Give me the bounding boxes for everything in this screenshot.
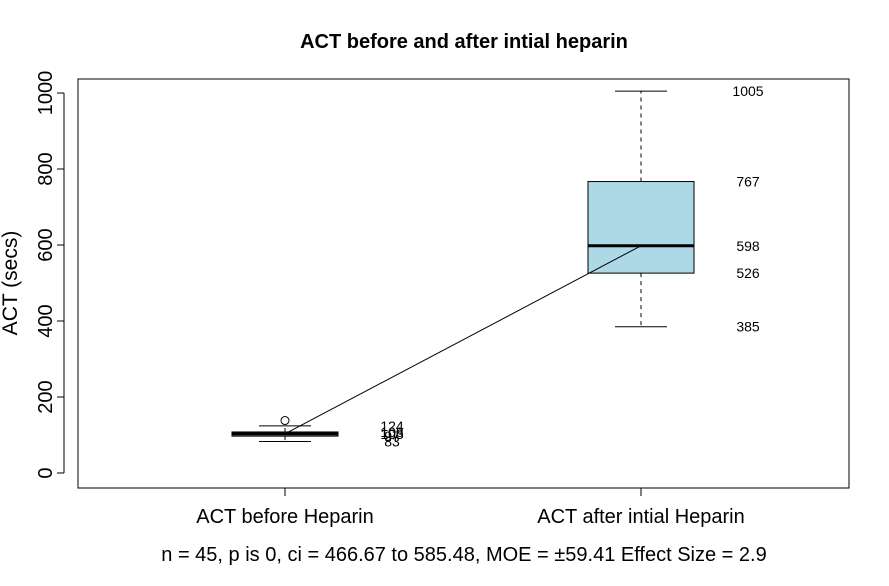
max-label: 1005 [732,83,763,99]
box-after-heparin [587,90,695,328]
x-tick-label: ACT after intial Heparin [537,506,745,528]
y-axis-label: ACT (secs) [0,231,22,336]
boxes [231,90,695,442]
q1-label: 526 [736,265,760,281]
q3-label: 108 [380,424,404,440]
y-tick-label: 1000 [35,71,57,116]
caption-stats: n = 45, p is 0, ci = 466.67 to 585.48, M… [161,544,766,566]
box-iqr [587,181,695,274]
y-tick-label: 400 [35,304,57,337]
y-tick-label: 200 [35,380,57,413]
q1-label: 97 [384,428,400,444]
outlier-point [280,416,290,426]
x-tick-label: ACT before Heparin [196,506,374,528]
chart-title: ACT before and after intial heparin [300,31,628,53]
min-label: 385 [736,319,760,335]
y-tick-label: 800 [35,152,57,185]
max-label: 124 [380,418,404,434]
x-axis: ACT before Heparin ACT after intial Hepar… [196,488,745,528]
y-tick-label: 0 [35,467,57,478]
min-label: 83 [384,433,400,449]
plot-area-border [77,78,850,489]
median-label: 103 [380,426,404,442]
median-label: 598 [736,238,760,254]
box-before-heparin [231,416,339,442]
median-connector-line [284,245,642,435]
y-tick-label: 600 [35,228,57,261]
q3-label: 767 [736,174,760,190]
y-axis: 0 200 400 600 800 1000 [35,71,65,479]
